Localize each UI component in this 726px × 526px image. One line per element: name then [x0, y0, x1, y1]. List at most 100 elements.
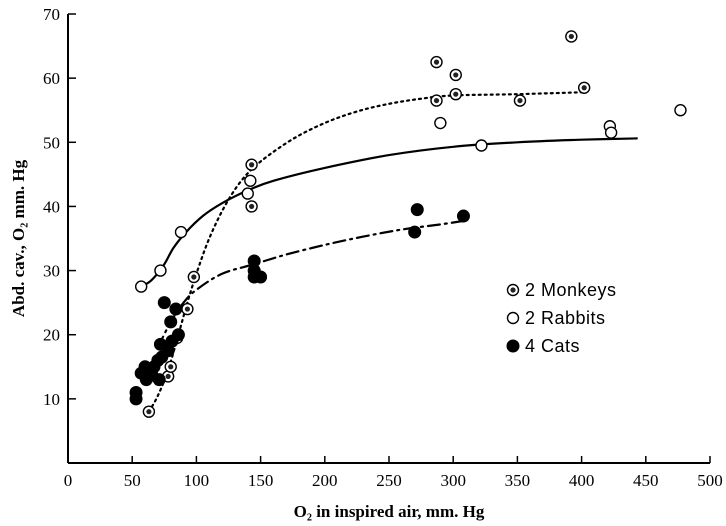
x-tick-label: 200 [312, 471, 338, 490]
data-point-2-rabbits [154, 264, 167, 277]
y-tick-label: 40 [43, 197, 60, 216]
marker-body [134, 280, 148, 293]
legend-label: 2 Rabbits [525, 308, 606, 328]
x-tick-label: 250 [376, 471, 402, 490]
data-point-2-rabbits [174, 225, 188, 239]
data-point-2-rabbits [434, 116, 447, 130]
data-point-4-cats [129, 392, 143, 406]
data-point-2-monkeys [513, 94, 527, 107]
data-point-2-monkeys [245, 200, 258, 213]
curve-4-cats [156, 219, 468, 349]
marker-center [453, 72, 459, 78]
y-tick-label: 30 [43, 262, 60, 281]
legend-marker [506, 311, 520, 325]
legend-label: 2 Monkeys [525, 280, 617, 300]
marker-body [152, 373, 166, 387]
data-point-4-cats [247, 254, 261, 268]
data-point-4-cats [152, 373, 166, 387]
data-point-2-rabbits [241, 187, 254, 200]
data-point-2-monkeys [245, 158, 258, 171]
fit-curves [140, 91, 638, 413]
marker-body [164, 315, 178, 329]
data-point-4-cats [157, 296, 171, 310]
data-point-2-monkeys [577, 81, 591, 94]
data-point-2-monkeys [430, 94, 443, 107]
marker-center [249, 162, 255, 168]
x-tick-label: 100 [184, 471, 210, 490]
y-tick-label: 50 [43, 133, 60, 152]
curve-2-rabbits [140, 137, 638, 288]
data-point-2-monkeys [164, 360, 177, 373]
marker-body [247, 254, 261, 268]
data-point-2-monkeys [449, 68, 462, 82]
marker-body [506, 311, 520, 325]
curve-2-monkeys [147, 91, 583, 413]
data-point-4-cats [410, 203, 424, 217]
marker-center [453, 91, 459, 97]
marker-center [146, 409, 152, 415]
axes [67, 14, 710, 464]
legend: 2 Monkeys 2 Rabbits 4 Cats [506, 280, 617, 356]
marker-body [241, 187, 254, 200]
marker-center [168, 364, 174, 370]
marker-center [249, 203, 255, 210]
data-points [129, 30, 687, 418]
data-point-2-rabbits [604, 126, 618, 139]
marker-body [154, 264, 167, 277]
marker-body [254, 270, 268, 284]
legend-label: 4 Cats [525, 336, 580, 356]
x-tick-label: 150 [248, 471, 274, 490]
legend-marker [506, 339, 520, 353]
x-axis-title: O₂ in inspired air, mm. Hg [294, 502, 485, 521]
marker-body [604, 126, 618, 139]
x-tick-label: 500 [697, 471, 723, 490]
data-point-4-cats [408, 225, 422, 239]
x-tick-label: 400 [569, 471, 595, 490]
marker-center [517, 97, 523, 104]
x-tick-label: 300 [440, 471, 466, 490]
data-point-2-rabbits [475, 139, 488, 152]
data-point-2-monkeys [187, 270, 201, 284]
marker-center [191, 274, 197, 280]
data-point-2-rabbits [244, 174, 257, 187]
x-tick-label: 50 [124, 471, 141, 490]
marker-body [475, 139, 488, 152]
data-point-2-monkeys [449, 87, 462, 101]
y-tick-label: 20 [43, 326, 60, 345]
y-axis-title: Abd. cav., O₂ mm. Hg [9, 159, 28, 317]
data-point-2-monkeys [430, 55, 443, 69]
marker-body [408, 225, 422, 239]
marker-center [165, 373, 171, 380]
marker-center [433, 97, 440, 104]
marker-body [456, 209, 470, 223]
data-point-4-cats [254, 270, 268, 284]
marker-body [410, 203, 424, 217]
data-point-4-cats [171, 328, 185, 342]
marker-center [510, 287, 516, 293]
data-point-2-rabbits [674, 104, 687, 117]
data-point-2-monkeys [142, 405, 156, 418]
x-tick-label: 450 [633, 471, 659, 490]
marker-center [184, 306, 191, 312]
marker-body [174, 225, 188, 239]
marker-body [434, 116, 447, 130]
y-tick-label: 70 [43, 5, 60, 24]
legend-marker [506, 283, 520, 297]
y-tick-label: 60 [43, 69, 60, 88]
x-tick-label: 350 [505, 471, 531, 490]
marker-body [171, 328, 185, 342]
marker-body [506, 339, 520, 353]
marker-center [568, 33, 574, 40]
data-point-2-monkeys [565, 30, 578, 43]
data-point-2-monkeys [181, 302, 194, 316]
data-point-4-cats [169, 302, 183, 316]
marker-body [169, 302, 183, 316]
data-point-4-cats [456, 209, 470, 223]
marker-center [433, 59, 440, 65]
marker-body [157, 296, 171, 310]
data-point-4-cats [164, 315, 178, 329]
y-tick-label: 10 [43, 390, 60, 409]
data-point-2-rabbits [134, 280, 148, 293]
marker-body [244, 174, 257, 187]
